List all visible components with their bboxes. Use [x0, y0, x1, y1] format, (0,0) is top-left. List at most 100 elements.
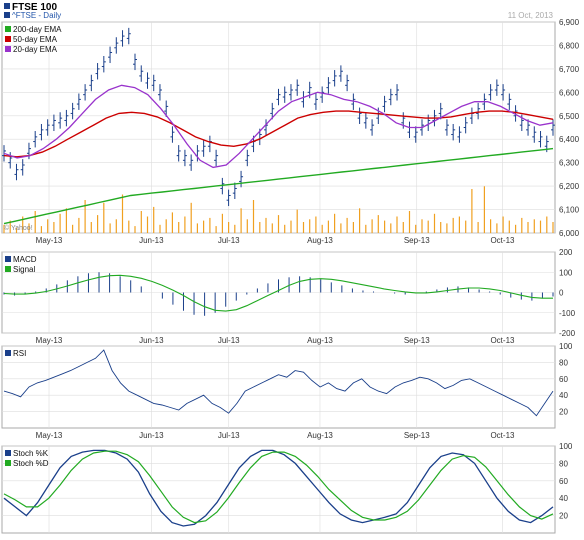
panel-0-ytick-3: 6,300 — [559, 159, 580, 168]
macd-legend-label-1: Signal — [13, 265, 35, 274]
volume-bar — [47, 219, 49, 234]
volume-bar — [309, 219, 311, 234]
volume-bar — [296, 209, 298, 233]
volume-bar — [546, 216, 548, 233]
volume-bar — [140, 211, 142, 233]
panel-1-xtick-5: Oct-13 — [490, 336, 515, 345]
volume-bar — [371, 219, 373, 234]
rsi-legend-swatch — [5, 350, 11, 356]
volume-bar — [539, 220, 542, 233]
volume-bar — [396, 216, 398, 233]
legend-swatch-2 — [5, 46, 11, 52]
volume-bar — [471, 189, 473, 233]
subtitle-marker — [4, 12, 10, 18]
volume-bar — [103, 202, 105, 234]
volume-bar — [465, 220, 467, 233]
volume-bar — [259, 222, 261, 233]
panel-1-xtick-2: Jul-13 — [218, 336, 240, 345]
chart-subtitle: ^FTSE - Daily — [12, 11, 61, 20]
legend-swatch-1 — [5, 36, 11, 42]
volume-bar — [246, 219, 248, 234]
stoch-legend-swatch-1 — [5, 460, 11, 466]
volume-bar — [452, 217, 454, 233]
volume-bar — [327, 220, 329, 233]
volume-bar — [315, 216, 317, 233]
volume-bar — [359, 208, 361, 234]
volume-bar — [228, 222, 230, 233]
panel-0-ytick-1: 6,100 — [559, 206, 580, 215]
volume-bar — [240, 208, 242, 234]
panel-2-ytick-3: 80 — [559, 358, 568, 367]
volume-bar — [115, 219, 117, 234]
volume-bar — [302, 222, 305, 233]
panel-0-ytick-8: 6,800 — [559, 41, 580, 50]
panel-1-ytick-1: -100 — [559, 309, 576, 318]
volume-bar — [15, 227, 18, 233]
volume-bar — [446, 223, 448, 233]
stoch-legend-label-0: Stoch %K — [13, 449, 49, 458]
volume-bar — [334, 213, 336, 234]
volume-bar — [215, 226, 217, 233]
volume-bar — [521, 217, 523, 233]
volume-bar — [72, 224, 74, 234]
volume-bar — [390, 223, 392, 233]
volume-bar — [34, 211, 36, 233]
panel-1-ytick-2: 0 — [559, 289, 564, 298]
volume-bar — [496, 223, 498, 233]
volume-bar — [221, 213, 223, 234]
volume-bar — [128, 220, 130, 233]
signal-line — [3, 274, 553, 312]
volume-bar — [40, 226, 42, 233]
volume-bar — [515, 224, 517, 234]
volume-bar — [190, 202, 192, 234]
rsi-legend-label: RSI — [13, 349, 26, 358]
panel-3-ytick-2: 60 — [559, 477, 568, 486]
panel-2-xtick-0: May-13 — [36, 431, 63, 440]
legend-swatch-0 — [5, 26, 11, 32]
macd-legend-swatch-1 — [5, 266, 11, 272]
panel-0-ytick-7: 6,700 — [559, 65, 580, 74]
volume-bar — [146, 216, 149, 233]
volume-bar — [97, 215, 99, 233]
panel-0-ytick-9: 6,900 — [559, 18, 580, 27]
panel-3-ytick-3: 80 — [559, 459, 568, 468]
volume-bar — [552, 222, 554, 233]
volume-bar — [159, 224, 161, 234]
panel-2-ytick-2: 60 — [559, 375, 568, 384]
panel-0-xtick-0: May-13 — [36, 236, 63, 245]
volume-bar — [421, 219, 423, 234]
volume-bar — [490, 219, 492, 234]
macd-legend-label-0: MACD — [13, 255, 37, 264]
yahoo-credit: © Yahoo! — [4, 224, 33, 232]
rsi-line — [3, 349, 554, 417]
volume-bar — [458, 216, 460, 233]
volume-bar — [346, 217, 348, 233]
volume-bar — [502, 216, 504, 233]
volume-bar — [340, 223, 342, 233]
ema50-line — [3, 110, 554, 158]
stoch-legend-swatch-0 — [5, 450, 11, 456]
panel-2-xtick-3: Aug-13 — [307, 431, 333, 440]
legend-label-0: 200-day EMA — [13, 25, 62, 34]
volume-bar — [384, 220, 386, 233]
volume-bar — [321, 224, 323, 234]
panel-1-ytick-3: 100 — [559, 268, 573, 277]
panel-2-ytick-1: 40 — [559, 391, 568, 400]
volume-bar — [477, 222, 479, 233]
volume-bar — [365, 224, 367, 234]
stoch-legend-label-1: Stoch %D — [13, 459, 49, 468]
title-marker — [4, 3, 10, 9]
volume-bar — [9, 220, 11, 233]
panel-0-frame — [1, 21, 556, 234]
volume-bar — [284, 224, 286, 234]
volume-bar — [290, 220, 292, 233]
panel-0-xtick-2: Jul-13 — [218, 236, 240, 245]
volume-bar — [22, 216, 24, 233]
panel-0-ytick-0: 6,000 — [559, 229, 580, 238]
volume-bar — [84, 200, 86, 233]
ema20-line — [3, 84, 554, 169]
volume-bar — [252, 200, 255, 233]
panel-3-ytick-1: 40 — [559, 494, 568, 503]
volume-bar — [408, 211, 411, 233]
